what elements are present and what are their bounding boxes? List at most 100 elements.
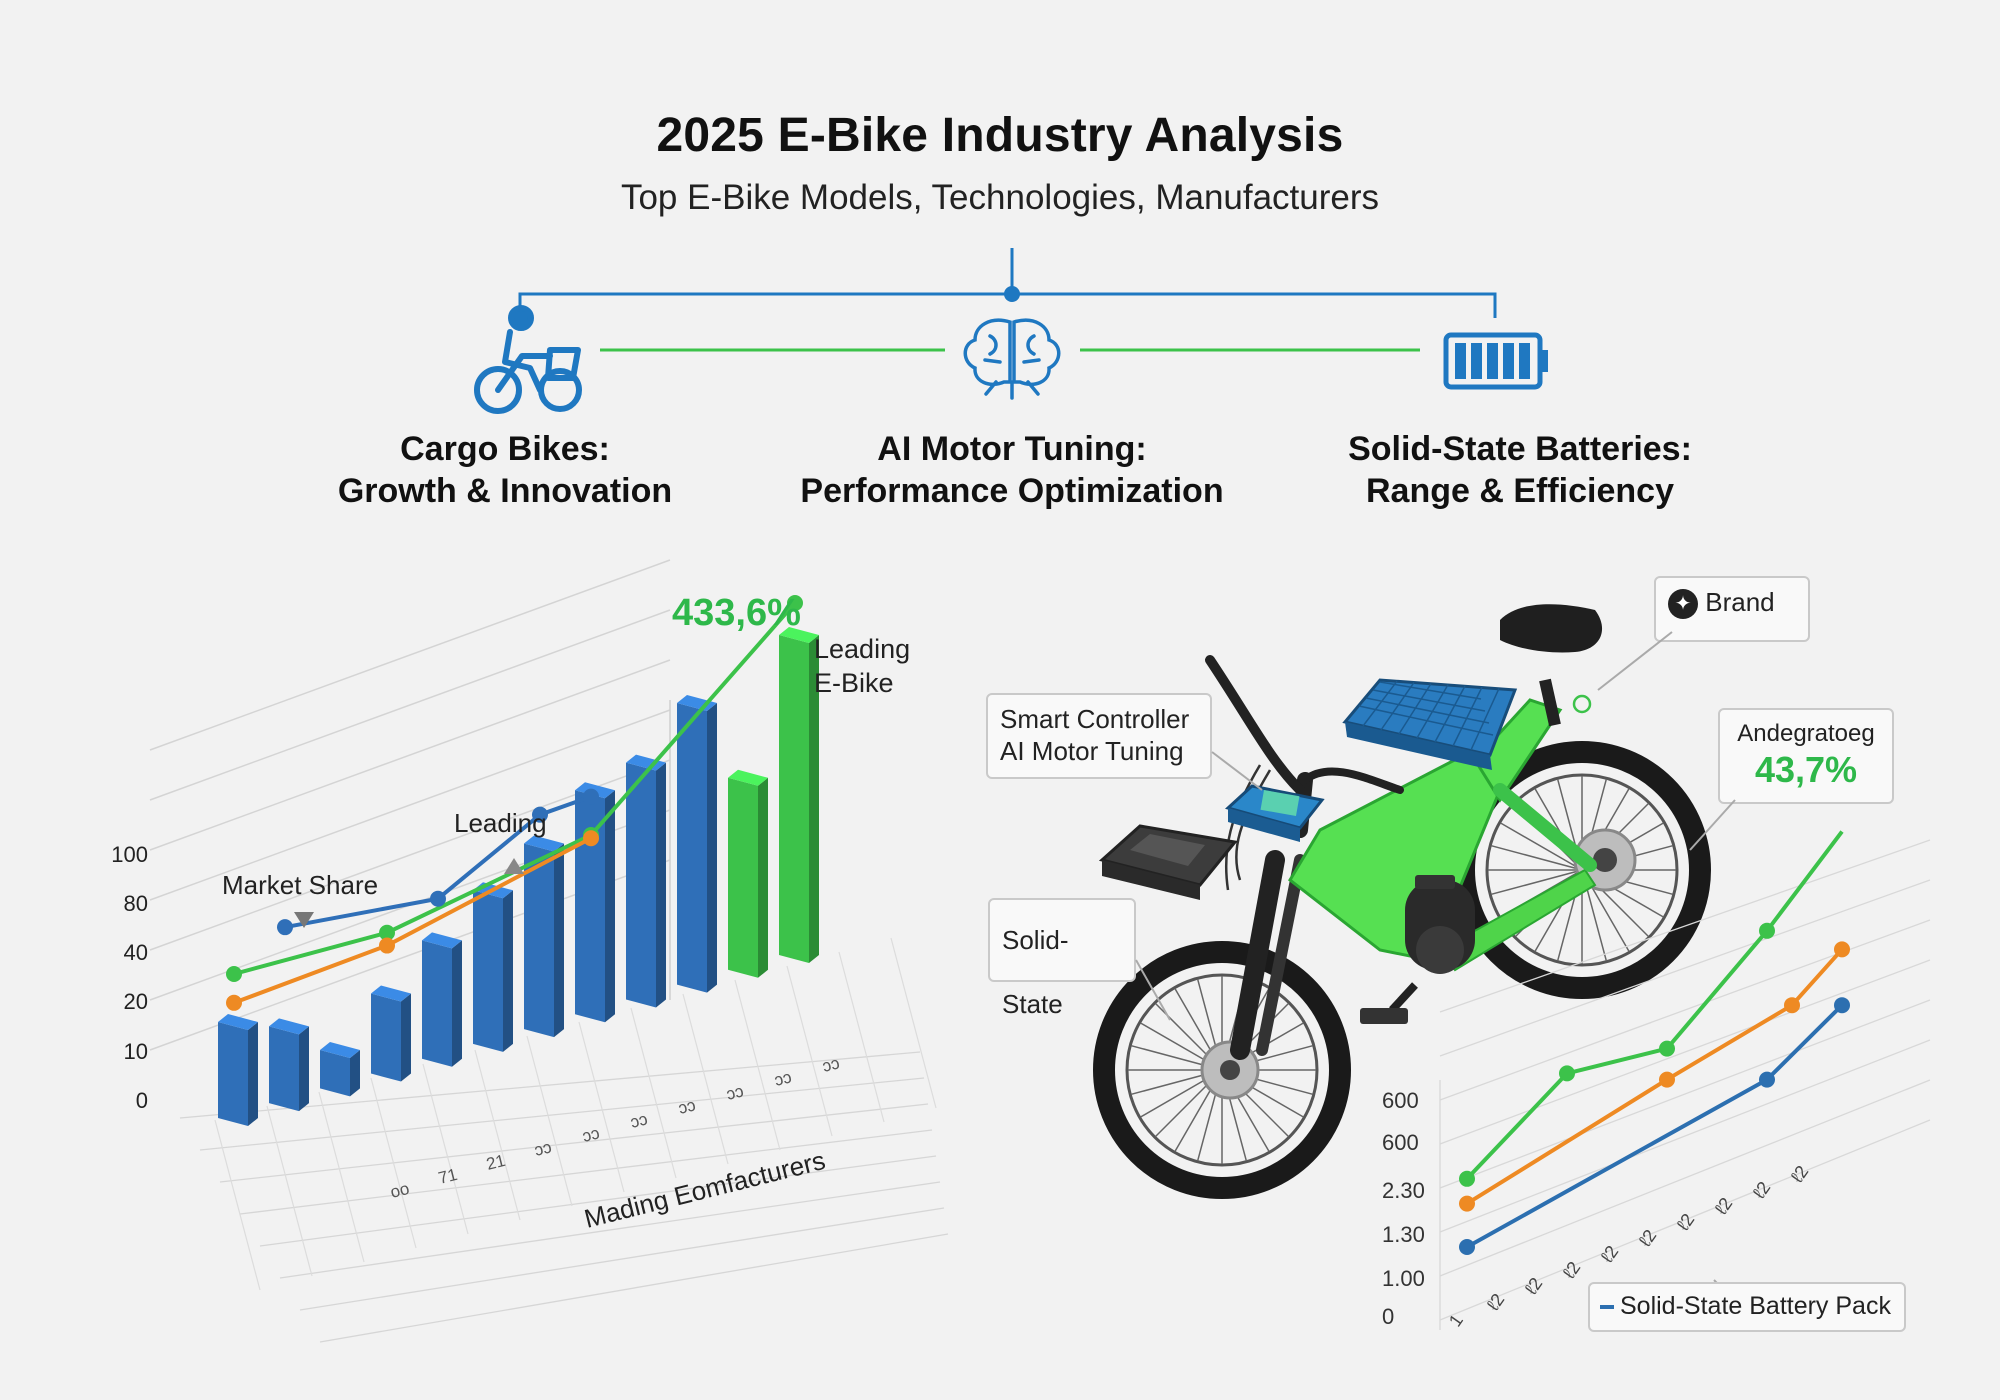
left-chart-gridline	[149, 659, 671, 851]
topic-ai-motor-tuning: AI Motor Tuning: Performance Optimizatio…	[732, 428, 1292, 512]
left-chart-y-tick-label: 100	[111, 842, 148, 867]
bar	[218, 1014, 258, 1126]
right-chart-y-tick-label: 2.30	[1382, 1178, 1425, 1203]
bar	[728, 769, 768, 978]
right-chart-gridline	[1439, 959, 1931, 1145]
left-chart-floor-gridline	[734, 979, 781, 1151]
right-chart-series-line	[1466, 1003, 1844, 1249]
solid-state-label: Solid-State	[1002, 925, 1069, 1019]
right-chart-grid	[1439, 839, 1931, 1330]
left-chart-floor-gridline	[630, 1007, 677, 1179]
topic-ai-motor-tuning-line2: Performance Optimization	[800, 472, 1224, 510]
right-chart-series-point	[1759, 922, 1775, 939]
topic-cargo-bikes-line1: Cargo Bikes:	[400, 430, 610, 468]
andegratoeg-callout: Andegratoeg 43,7%	[1718, 708, 1894, 804]
left-chart-x-tick-label: ɔɔ	[580, 1123, 601, 1146]
left-chart-gridline	[149, 559, 671, 751]
right-chart-gridline	[1439, 1079, 1931, 1277]
right-chart-y-tick-label: 600	[1382, 1130, 1419, 1155]
brain-icon	[963, 318, 1061, 400]
right-chart-x-tick-label: ℓ2	[1559, 1258, 1584, 1282]
left-chart-y-tick-label: 40	[124, 940, 148, 965]
right-chart-legend: Solid-State Battery Pack	[1588, 1282, 1906, 1332]
bar	[320, 1041, 360, 1097]
left-chart-floor-gridline	[214, 1119, 261, 1291]
chip-module	[1098, 824, 1238, 900]
left-peak-value: 433,6%	[672, 592, 801, 634]
right-chart-x-tick-label: ℓ2	[1635, 1226, 1660, 1250]
left-chart-x-ticks: oo 71 21 ɔɔ ɔɔ ɔɔ ɔɔ ɔɔ ɔɔ ɔɔ	[388, 1053, 841, 1202]
right-chart-gridline	[1439, 879, 1931, 1057]
left-chart-floor-gridline	[219, 1103, 929, 1183]
bar	[677, 695, 717, 993]
battery-pack-on-rack	[1342, 678, 1518, 770]
left-chart-floor-gridline	[370, 1077, 417, 1249]
left-chart-series-point	[532, 806, 548, 823]
left-chart-floor-gridline	[239, 1129, 933, 1215]
left-chart-x-tick-label: ɔɔ	[532, 1137, 553, 1160]
right-chart-y-tick-label: 1.30	[1382, 1222, 1425, 1247]
left-chart-series-line	[284, 794, 592, 930]
right-chart-x-tick-label: ℓ2	[1749, 1178, 1774, 1202]
right-peak-value: 43,7%	[1754, 749, 1858, 790]
topic-solid-state-batteries-line2: Range & Efficiency	[1366, 472, 1674, 510]
brand-logo-icon: ✦	[1668, 589, 1698, 620]
right-chart-series-point	[1459, 1195, 1475, 1212]
left-chart-series-point	[226, 994, 242, 1011]
left-chart-floor-gridline	[299, 1207, 945, 1311]
topic-cargo-bikes: Cargo Bikes: Growth & Innovation	[225, 428, 785, 512]
bar	[371, 985, 411, 1082]
andegratoeg-label: Andegratoeg	[1737, 720, 1875, 747]
topic-cargo-bikes-line2: Growth & Innovation	[337, 472, 673, 510]
right-chart-y-tick-label: 0	[1382, 1304, 1394, 1329]
brand-callout: ✦ Brand	[1654, 576, 1810, 642]
left-chart-floor-gridline	[578, 1021, 625, 1193]
smart-controller-line1: Smart Controller	[1000, 704, 1190, 734]
topic-solid-state-batteries-line1: Solid-State Batteries:	[1348, 430, 1692, 468]
left-chart-x-tick-label: 21	[484, 1151, 507, 1174]
market-share-annotation: Market Share	[222, 870, 379, 900]
market-share-pointer-icon	[294, 912, 314, 928]
left-chart-series-point	[379, 924, 395, 941]
right-chart-x-tick-label: ℓ2	[1673, 1210, 1698, 1234]
left-chart-floor-gridline	[266, 1105, 313, 1277]
left-chart-floor-gridline	[890, 937, 937, 1109]
right-chart-series-point	[1559, 1065, 1575, 1082]
left-chart-floor-gridline	[199, 1077, 925, 1151]
legend-line-icon	[1600, 1305, 1614, 1310]
bar	[269, 1018, 309, 1112]
left-chart-x-tick-label: 71	[436, 1165, 459, 1188]
left-chart-floor-gridline	[259, 1155, 937, 1247]
smart-controller-line2: AI Motor Tuning	[1000, 736, 1184, 766]
bar	[626, 754, 666, 1008]
left-chart-floor-gridline	[318, 1091, 365, 1263]
right-chart-series-point	[1659, 1071, 1675, 1088]
left-chart-y-tick-label: 10	[124, 1039, 148, 1064]
right-chart-gridline	[1439, 839, 1931, 1013]
left-chart-series-point	[277, 919, 293, 936]
leading-annotation: Leading	[454, 808, 547, 838]
right-chart-gridline	[1439, 919, 1931, 1101]
page-subtitle: Top E-Bike Models, Technologies, Manufac…	[620, 178, 1380, 217]
left-chart-series-point	[430, 890, 446, 907]
left-chart-floor-gridline	[786, 965, 833, 1137]
left-chart-x-tick-label: ɔɔ	[772, 1067, 793, 1090]
left-chart-floor-gridline	[526, 1035, 573, 1207]
right-chart-series-point	[1459, 1170, 1475, 1187]
left-chart-bars	[218, 626, 819, 1126]
left-chart-series-point	[583, 788, 599, 805]
left-chart-y-tick-label: 80	[124, 891, 148, 916]
right-chart-legend-label: Solid-State Battery Pack	[1620, 1292, 1891, 1320]
right-chart-series-point	[1659, 1040, 1675, 1057]
right-chart-y-tick-label: 1.00	[1382, 1266, 1425, 1291]
brand-label: Brand	[1705, 587, 1775, 617]
right-chart-series-point	[1459, 1239, 1475, 1255]
right-chart-y-tick-label: 600	[1382, 1088, 1419, 1113]
right-chart-series-point	[1834, 997, 1850, 1014]
topic-ai-motor-tuning-line1: AI Motor Tuning:	[877, 430, 1147, 468]
left-chart-floor-gridline	[319, 1233, 949, 1343]
left-chart-floor-gridline	[422, 1063, 469, 1235]
